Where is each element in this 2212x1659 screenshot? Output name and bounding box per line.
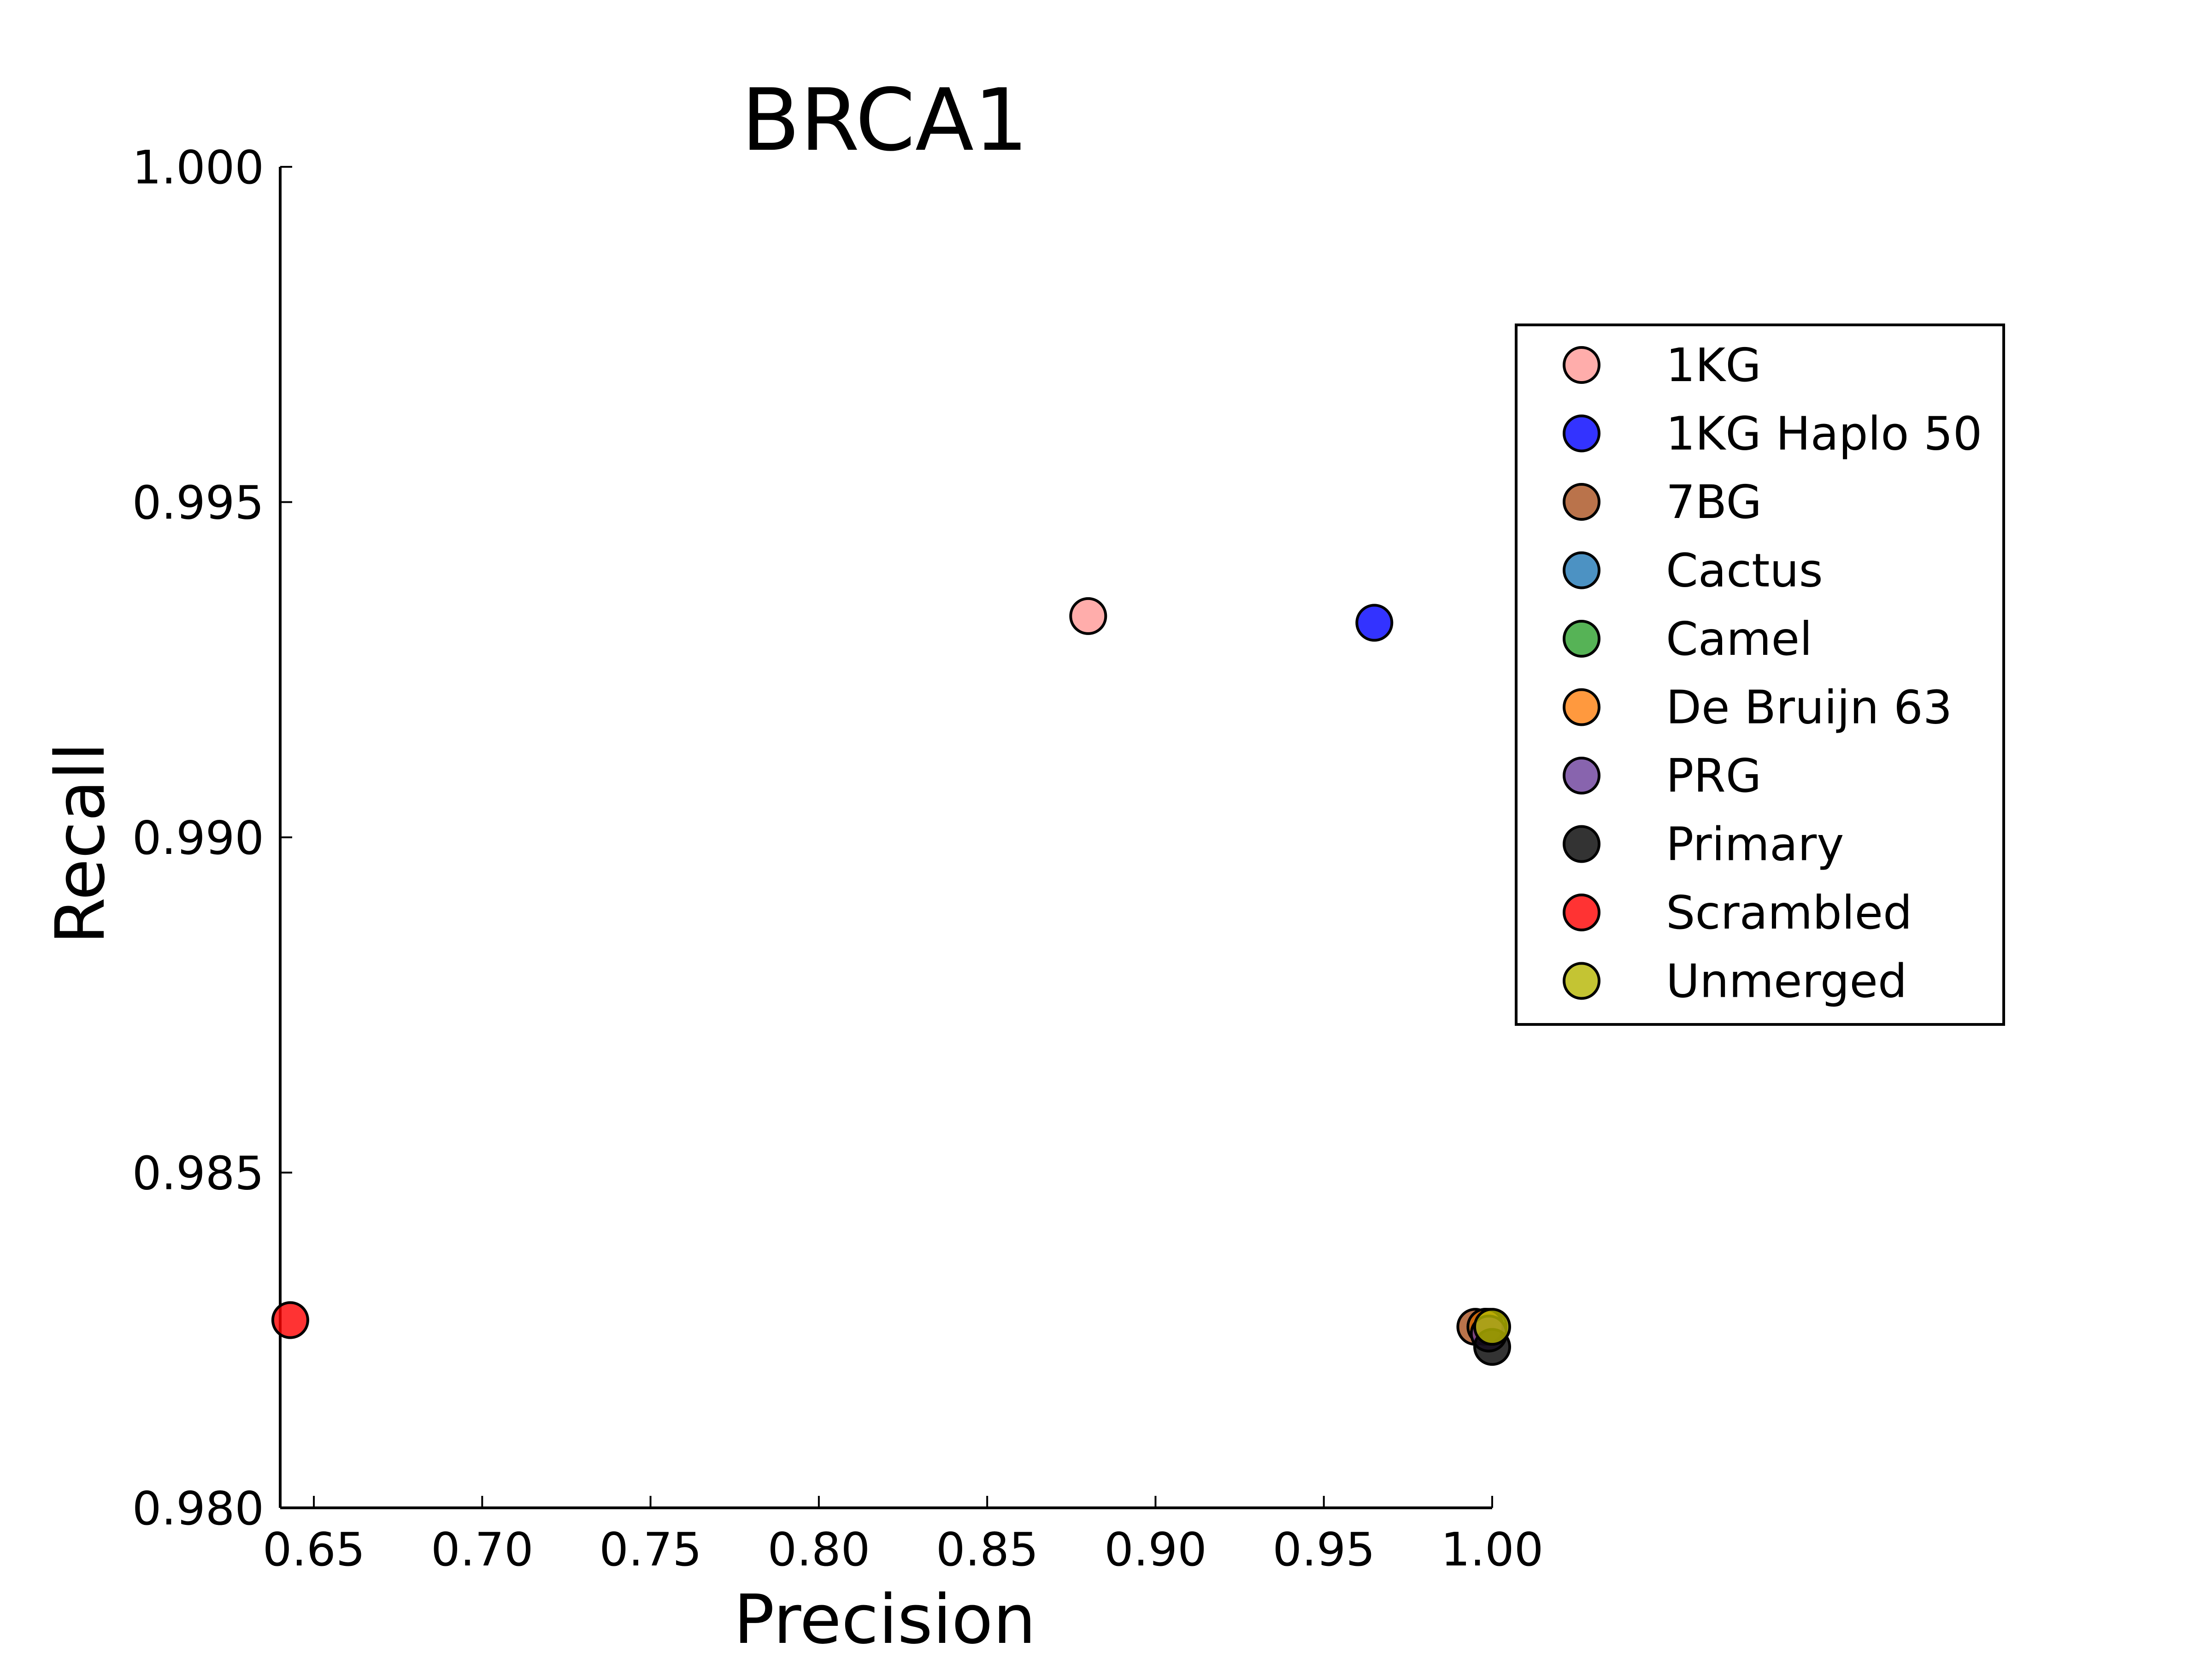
data-point-unmerged	[1473, 1308, 1511, 1346]
legend-marker	[1563, 346, 1600, 384]
axes: 0.65 0.70 0.75 0.80 0.85 0.90 0.95 1.00 0.980 0.9…	[132, 141, 1544, 1577]
legend-label: Cactus	[1666, 544, 1823, 598]
x-tick-label: 0.90	[1104, 1523, 1207, 1577]
data-point-1kg-haplo-50	[1355, 604, 1394, 642]
legend-marker	[1563, 894, 1600, 931]
x-axis-label: Precision	[734, 1580, 1036, 1659]
x-tick-label: 0.75	[599, 1523, 702, 1577]
y-axis-label: Recall	[41, 742, 120, 945]
y-tick-label: 0.990	[132, 811, 264, 865]
legend-label: Camel	[1666, 612, 1812, 666]
y-tick-label: 0.980	[132, 1482, 264, 1535]
x-tick-label: 1.00	[1441, 1523, 1544, 1577]
y-tick-label: 0.985	[132, 1147, 264, 1200]
data-point-1kg	[1069, 597, 1107, 635]
x-tick-label: 0.95	[1272, 1523, 1375, 1577]
x-tick-label: 0.70	[431, 1523, 534, 1577]
legend-label: Scrambled	[1666, 886, 1912, 940]
legend-label: De Bruijn 63	[1666, 681, 1952, 735]
legend-marker	[1563, 551, 1600, 589]
legend: 1KG 1KG Haplo 50 7BG Cactus Camel De Bruijn 6…	[1515, 324, 2005, 1026]
legend-marker	[1563, 962, 1600, 1000]
legend-label: Unmerged	[1666, 954, 1907, 1008]
legend-marker	[1563, 825, 1600, 863]
legend-label: Primary	[1666, 818, 1844, 871]
data-point-scrambled	[271, 1301, 309, 1339]
legend-marker	[1563, 757, 1600, 794]
y-tick-label: 1.000	[132, 141, 264, 194]
x-tick-label: 0.65	[263, 1523, 365, 1577]
legend-label: 1KG Haplo 50	[1666, 407, 1982, 461]
y-tick-label: 0.995	[132, 476, 264, 530]
legend-label: 1KG	[1666, 338, 1761, 392]
legend-marker	[1563, 483, 1600, 521]
legend-label: PRG	[1666, 749, 1761, 803]
legend-marker	[1563, 620, 1600, 658]
chart-title: BRCA1	[741, 70, 1028, 170]
legend-label: 7BG	[1666, 475, 1762, 529]
x-tick-label: 0.80	[768, 1523, 871, 1577]
x-tick-label: 0.85	[936, 1523, 1039, 1577]
data-points	[271, 597, 1511, 1366]
legend-marker	[1563, 688, 1600, 726]
legend-marker	[1563, 414, 1600, 453]
